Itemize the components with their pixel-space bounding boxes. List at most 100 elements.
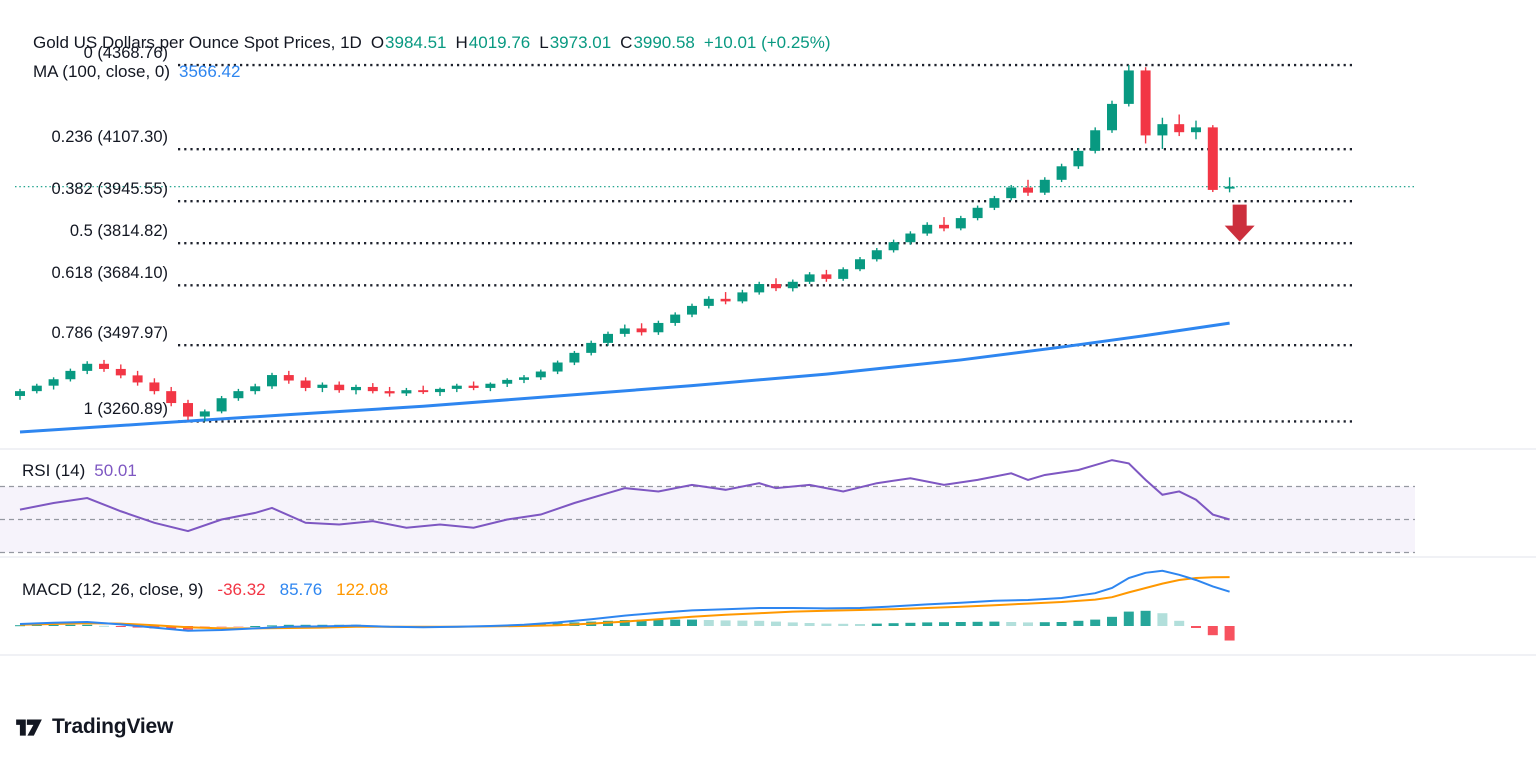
candle — [233, 388, 244, 401]
macd-line-value: 85.76 — [279, 580, 323, 599]
time-axis[interactable]: Aug14Sep12Oct14Nov — [0, 655, 1415, 700]
macd-histogram-bar — [905, 622, 916, 626]
rsi-value: 50.01 — [94, 461, 137, 480]
macd-histogram-bar — [636, 619, 647, 626]
fib-level-label: 0.5 (3814.82) — [69, 222, 168, 241]
macd-histogram-bar — [1224, 626, 1235, 641]
candle — [317, 382, 328, 393]
macd-histogram-bar — [82, 624, 93, 626]
low-label: L — [539, 33, 549, 52]
candle — [787, 279, 798, 292]
macd-histogram-bar — [300, 624, 311, 626]
macd-histogram-bar — [115, 626, 126, 627]
candle — [485, 382, 496, 392]
macd-histogram-bar — [1073, 620, 1084, 626]
macd-histogram-bar — [166, 626, 177, 629]
candle — [451, 383, 462, 393]
candle — [687, 303, 697, 318]
macd-histogram-bar — [821, 623, 832, 626]
high-value: 4019.76 — [468, 33, 531, 52]
candle — [48, 377, 59, 390]
candle — [1174, 114, 1185, 137]
brand-wordmark[interactable]: TradingView — [52, 715, 174, 738]
macd-histogram-bar — [15, 625, 25, 627]
fib-level-label: 0.382 (3945.55) — [51, 180, 168, 199]
macd-signal-value: 122.08 — [336, 580, 389, 599]
macd-histogram-bar — [955, 622, 966, 626]
rsi-legend[interactable]: RSI (14) 50.01 — [22, 461, 137, 481]
ma-legend[interactable]: MA (100, close, 0) 3566.42 — [33, 62, 240, 82]
ohlc-close: C 3990.58 — [620, 33, 695, 53]
macd-histogram-bar — [1056, 622, 1067, 626]
macd-hist-value: -36.32 — [217, 580, 266, 599]
ma100-line[interactable] — [19, 321, 1230, 434]
macd-histogram-bar — [233, 626, 244, 627]
candle — [871, 248, 882, 262]
candle — [1140, 67, 1151, 144]
macd-histogram-bar — [267, 625, 277, 627]
fib-level-label: 0.786 (3497.97) — [51, 324, 168, 343]
macd-histogram-bar — [1207, 626, 1218, 636]
price-axis[interactable]: 4400.004200.004000.003800.003600.003400.… — [1415, 0, 1536, 655]
close-label: C — [620, 33, 633, 52]
macd-histogram-bar — [989, 621, 1000, 626]
macd-histogram-bar — [855, 624, 865, 626]
macd-histogram-bar — [1090, 619, 1101, 626]
macd-histogram-bar — [737, 620, 748, 626]
macd-histogram-bar — [838, 623, 849, 626]
candle — [468, 381, 479, 391]
candle — [435, 387, 445, 396]
candle — [1224, 177, 1235, 193]
macd-histogram-bar — [771, 621, 781, 626]
macd-histogram-bar — [1157, 613, 1168, 626]
macd-histogram-bar — [1039, 622, 1050, 626]
candle — [703, 296, 714, 309]
candle — [670, 312, 681, 326]
ohlc-open: O 3984.51 — [371, 33, 447, 53]
candle — [166, 386, 177, 407]
candle — [283, 370, 294, 384]
tradingview-logo-icon[interactable] — [14, 712, 44, 742]
candle — [636, 323, 647, 336]
macd-histogram-bar — [787, 622, 798, 626]
macd-histogram-bar — [283, 624, 294, 626]
macd-histogram-bar — [687, 619, 697, 626]
macd-label: MACD (12, 26, close, 9) — [22, 580, 204, 599]
fib-level-label: 0.236 (4107.30) — [51, 128, 168, 147]
candle — [1056, 163, 1067, 183]
fib-level-label: 0.618 (3684.10) — [51, 264, 168, 283]
symbol-legend[interactable]: Gold US Dollars per Ounce Spot Prices, 1… — [33, 33, 831, 53]
close-value: 3990.58 — [633, 33, 695, 52]
candle — [367, 383, 378, 394]
macd-legend[interactable]: MACD (12, 26, close, 9) -36.32 85.76 122… — [22, 580, 388, 600]
candle — [351, 384, 361, 395]
change-value: +10.01 (+0.25%) — [703, 33, 831, 52]
macd-histogram-bar — [65, 624, 76, 626]
candle — [1073, 148, 1084, 169]
macd-histogram-bar — [804, 623, 815, 626]
down-arrow-annotation[interactable] — [1224, 204, 1255, 242]
candle — [1023, 179, 1033, 196]
price-chart-canvas[interactable] — [0, 0, 1536, 700]
candle — [771, 278, 781, 292]
candle — [334, 381, 345, 393]
ma-value: 3566.42 — [179, 62, 241, 81]
macd-histogram-bar — [1123, 611, 1134, 626]
macd-histogram-bar — [922, 622, 933, 626]
candle — [754, 281, 765, 295]
footer: TradingView — [14, 712, 173, 742]
candle — [1090, 127, 1101, 154]
macd-histogram-bar — [1006, 622, 1017, 626]
candle — [855, 257, 865, 272]
candle — [586, 340, 597, 356]
candle — [199, 409, 210, 422]
macd-histogram-bar — [939, 622, 949, 626]
macd-histogram-bar — [1191, 626, 1201, 628]
macd-histogram-bar — [619, 620, 630, 626]
rsi-line — [19, 459, 1230, 533]
candle — [1123, 65, 1134, 107]
macd-histogram-bar — [48, 624, 59, 626]
candle — [720, 292, 731, 305]
candle — [183, 399, 193, 421]
candle — [132, 370, 143, 386]
